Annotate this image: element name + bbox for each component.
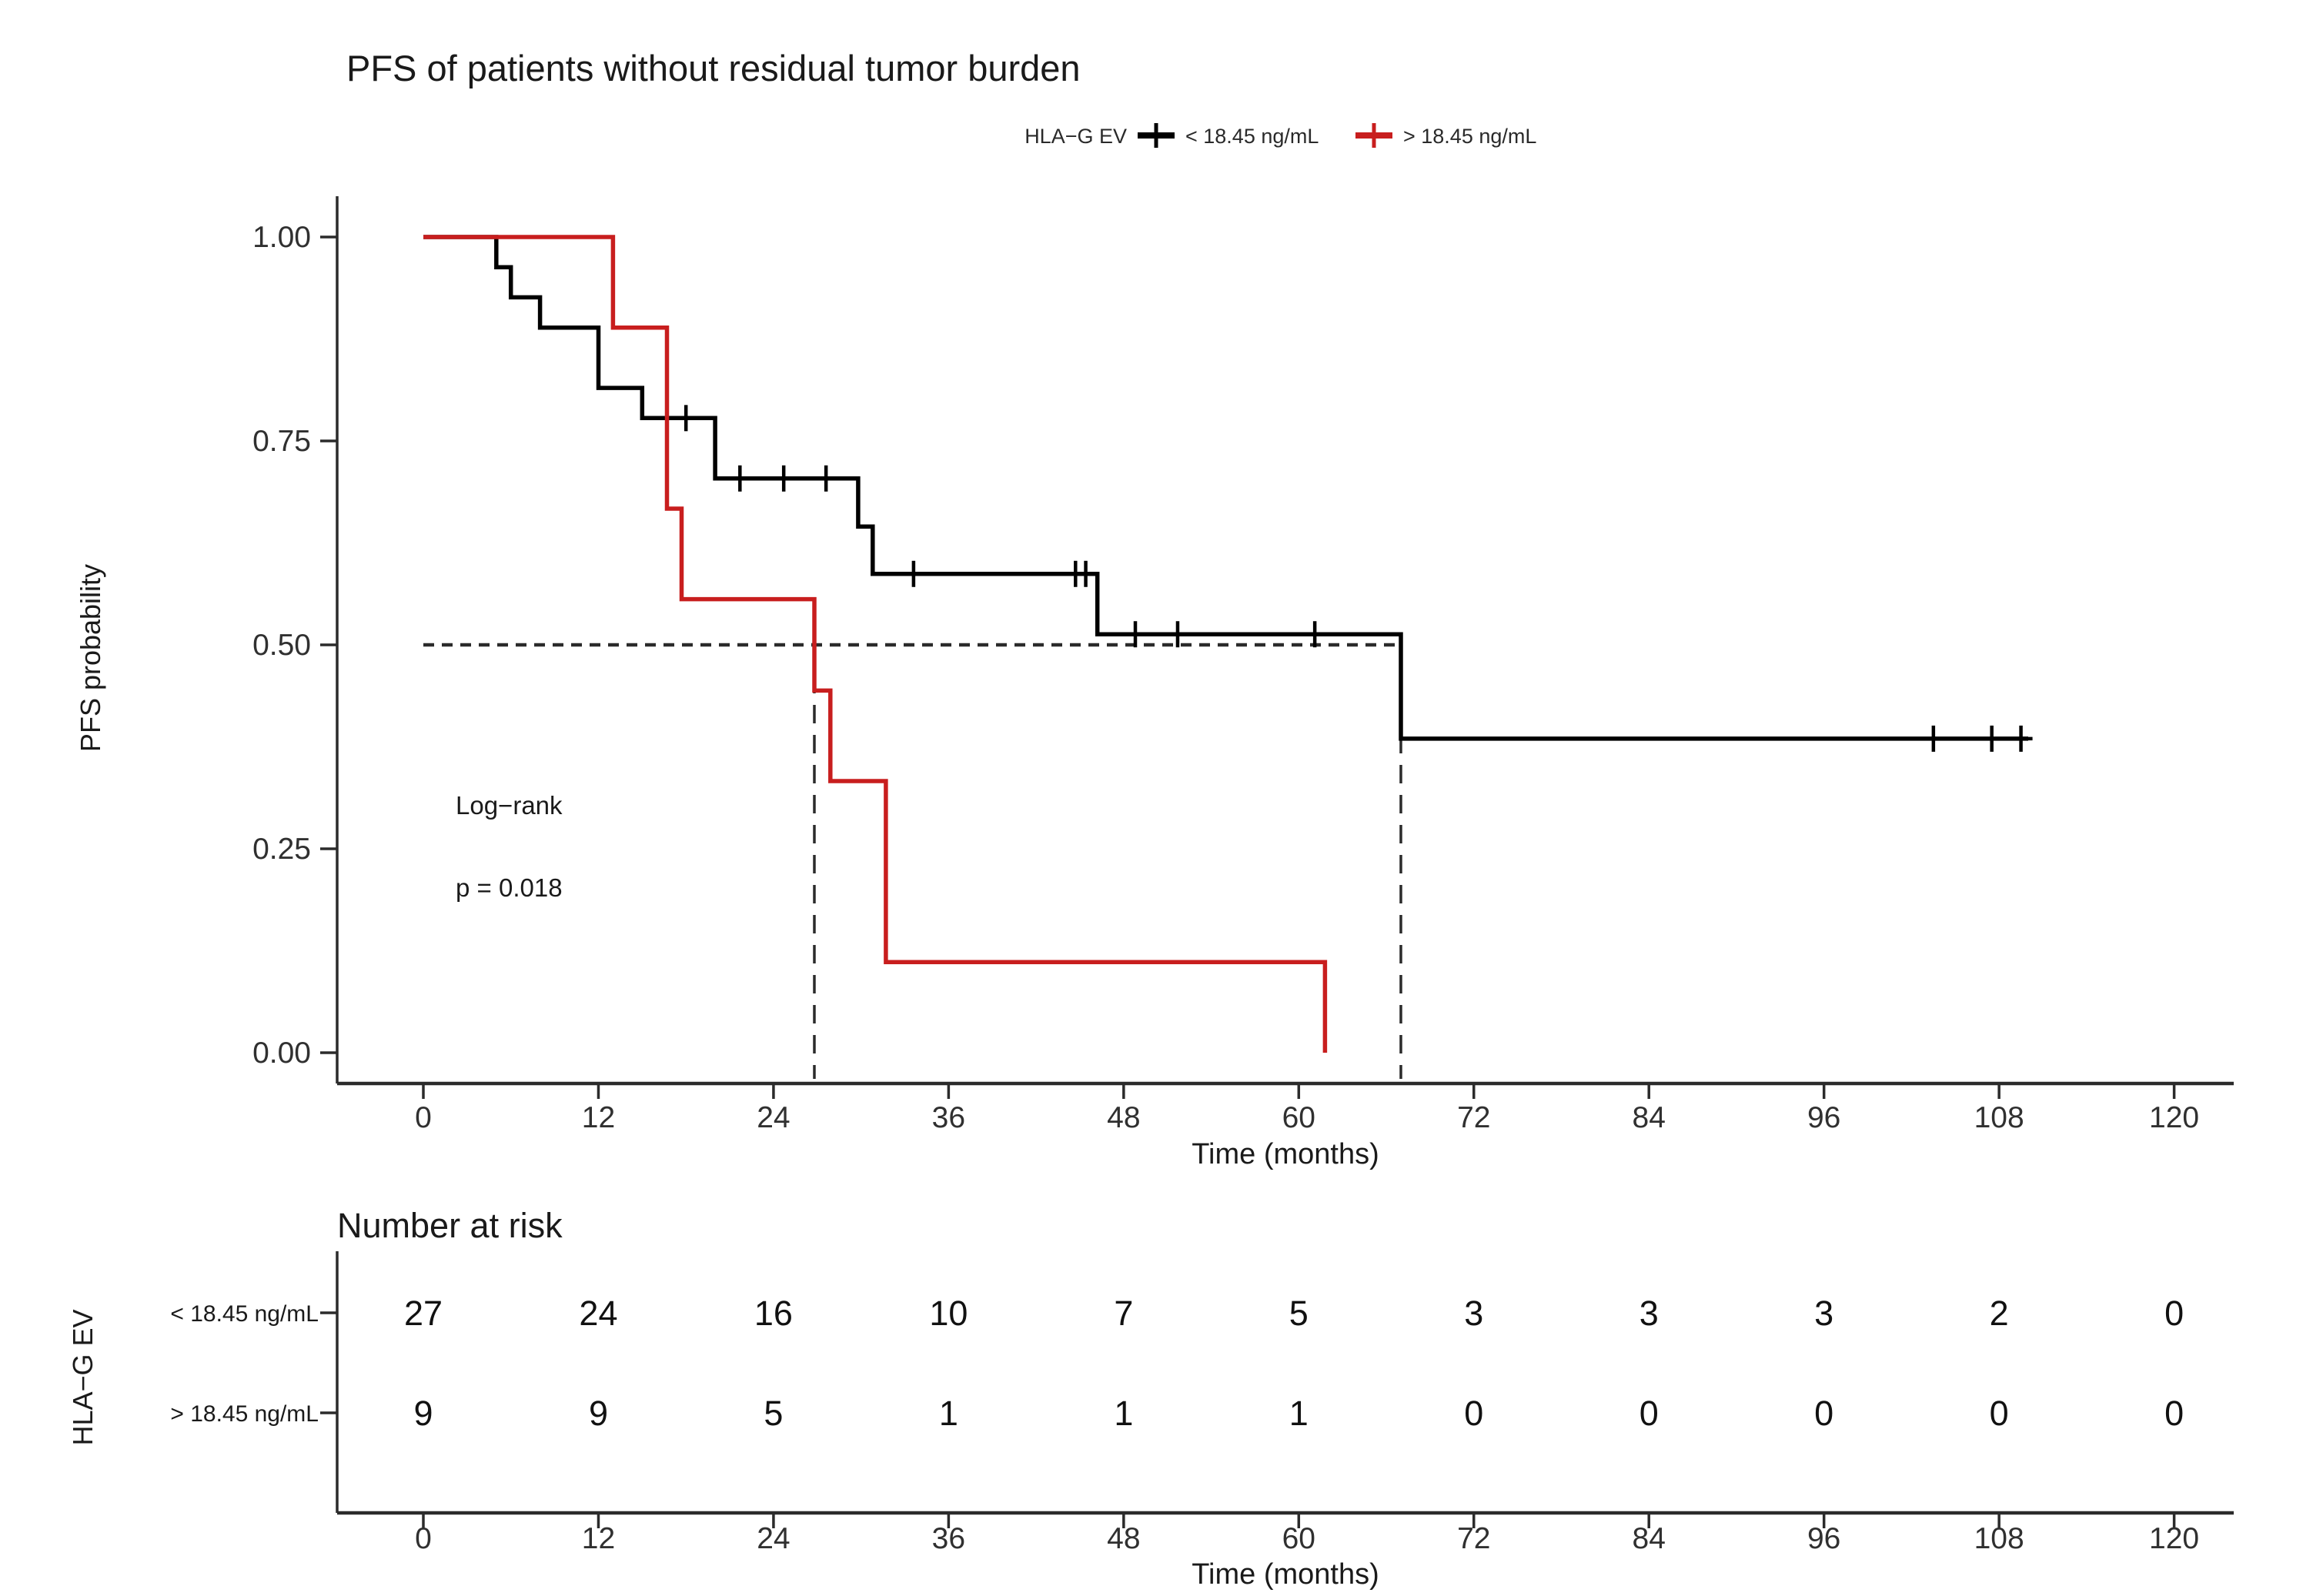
risk-count: 3 <box>1814 1294 1833 1333</box>
risk-count: 7 <box>1114 1294 1133 1333</box>
risk-count: 5 <box>764 1394 783 1433</box>
x-axis-title: Time (months) <box>1192 1138 1379 1170</box>
risk-table: Number at risk 0 12 24 36 48 60 72 84 96 108 120 2… <box>67 1206 2234 1591</box>
chart-title: PFS of patients without residual tumor b… <box>346 48 1081 88</box>
risk-count: 1 <box>1289 1394 1309 1433</box>
risk-count: 0 <box>1640 1394 1659 1433</box>
risk-count: 0 <box>2164 1294 2184 1333</box>
legend-item-low-label: < 18.45 ng/mL <box>1185 125 1319 148</box>
risk-count: 5 <box>1289 1294 1309 1333</box>
risk-count: 27 <box>404 1294 443 1333</box>
risk-x-tick-label: 96 <box>1807 1522 1840 1555</box>
km-curve <box>423 235 1328 1053</box>
logrank-label: Log−rank <box>456 791 563 820</box>
y-axis-ticks: 1.00 0.75 0.50 0.25 0.00 <box>252 221 337 1070</box>
pvalue-label: p = 0.018 <box>456 873 563 902</box>
risk-count: 0 <box>1990 1394 2009 1433</box>
risk-table-title: Number at risk <box>337 1206 563 1245</box>
risk-x-tick-label: 0 <box>415 1522 432 1555</box>
x-tick-label: 72 <box>1457 1101 1490 1134</box>
x-axis: 0 12 24 36 48 60 72 84 96 108 120 <box>337 1081 2234 1134</box>
risk-x-tick-label: 48 <box>1107 1522 1140 1555</box>
x-tick-label: 120 <box>2149 1101 2199 1134</box>
risk-count: 9 <box>413 1394 433 1433</box>
risk-count: 3 <box>1464 1294 1483 1333</box>
risk-row-label-high: > 18.45 ng/mL <box>170 1401 319 1427</box>
censor-marks <box>674 405 2033 752</box>
y-tick-label: 0.00 <box>252 1037 311 1070</box>
y-axis: 1.00 0.75 0.50 0.25 0.00 <box>252 196 339 1083</box>
x-axis-ticks: 0 12 24 36 48 60 72 84 96 108 120 <box>415 1083 2199 1134</box>
risk-count: 24 <box>579 1294 617 1333</box>
risk-count: 0 <box>1464 1394 1483 1433</box>
x-tick-label: 36 <box>932 1101 965 1134</box>
x-tick-label: 84 <box>1633 1101 1666 1134</box>
legend-key-low-icon <box>1138 123 1175 148</box>
y-axis-title: PFS probability <box>75 564 106 752</box>
risk-count: 1 <box>1114 1394 1133 1433</box>
risk-x-tick-label: 36 <box>932 1522 965 1555</box>
y-tick-label: 0.25 <box>252 833 311 866</box>
legend-item-high-label: > 18.45 ng/mL <box>1403 125 1536 148</box>
x-tick-label: 60 <box>1282 1101 1315 1134</box>
x-tick-label: 108 <box>1974 1101 2024 1134</box>
x-tick-label: 48 <box>1107 1101 1140 1134</box>
risk-count: 0 <box>2164 1394 2184 1433</box>
x-tick-label: 12 <box>582 1101 615 1134</box>
risk-x-tick-label: 84 <box>1633 1522 1666 1555</box>
risk-table-x-axis-title: Time (months) <box>1192 1558 1379 1591</box>
x-tick-label: 96 <box>1807 1101 1840 1134</box>
risk-count: 0 <box>1814 1394 1833 1433</box>
y-tick-label: 1.00 <box>252 221 311 254</box>
median-reference-lines <box>423 643 1402 1079</box>
risk-x-tick-label: 120 <box>2149 1522 2199 1555</box>
risk-table-values: 27 24 16 10 7 5 3 3 3 2 09 9 5 1 1 1 0 0 0 0 0 <box>404 1294 2184 1433</box>
risk-count: 16 <box>754 1294 793 1333</box>
risk-x-tick-label: 108 <box>1974 1522 2024 1555</box>
risk-count: 1 <box>939 1394 958 1433</box>
risk-count: 10 <box>929 1294 968 1333</box>
risk-count: 9 <box>589 1394 608 1433</box>
risk-x-tick-label: 12 <box>582 1522 615 1555</box>
risk-x-tick-label: 24 <box>757 1522 790 1555</box>
risk-row-label-low: < 18.45 ng/mL <box>170 1301 319 1327</box>
y-tick-label: 0.50 <box>252 629 311 662</box>
legend-key-high-icon <box>1355 123 1392 148</box>
risk-table-strata-axis-label: HLA−G EV <box>67 1309 99 1445</box>
legend-title: HLA−G EV <box>1024 125 1127 148</box>
y-tick-label: 0.75 <box>252 425 311 458</box>
risk-count: 3 <box>1640 1294 1659 1333</box>
risk-table-axis-ticks: 0 12 24 36 48 60 72 84 96 108 120 <box>320 1311 2199 1555</box>
risk-count: 2 <box>1990 1294 2009 1333</box>
legend: HLA−G EV < 18.45 ng/mL > 18.45 ng/mL <box>1024 123 1536 148</box>
risk-x-tick-label: 60 <box>1282 1522 1315 1555</box>
km-curve <box>423 235 2028 741</box>
x-tick-label: 24 <box>757 1101 790 1134</box>
x-tick-label: 0 <box>415 1101 432 1134</box>
risk-x-tick-label: 72 <box>1457 1522 1490 1555</box>
